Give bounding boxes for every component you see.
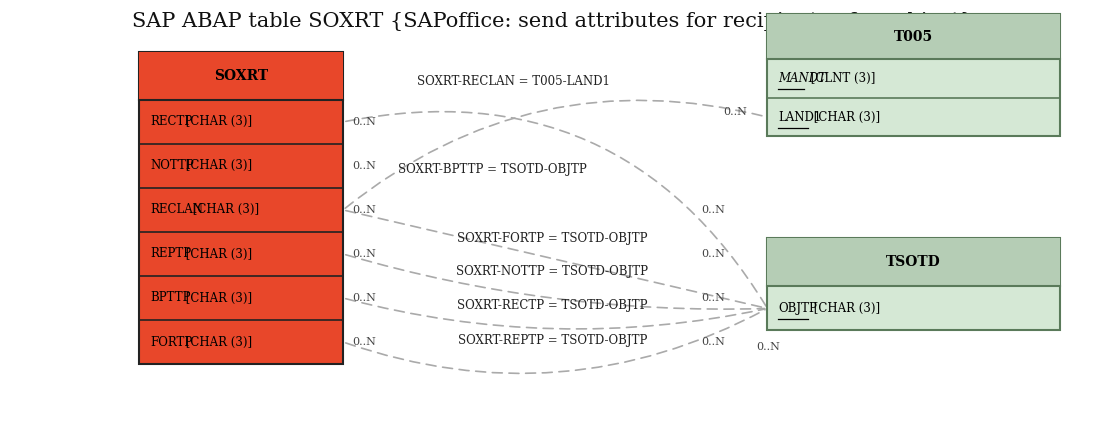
Bar bbox=[768, 14, 1060, 59]
Text: SOXRT-RECTP = TSOTD-OBJTP: SOXRT-RECTP = TSOTD-OBJTP bbox=[457, 299, 648, 312]
Bar bbox=[768, 14, 1060, 136]
Text: [CHAR (3)]: [CHAR (3)] bbox=[810, 111, 881, 124]
Text: 0..N: 0..N bbox=[351, 249, 376, 259]
Text: [CHAR (3)]: [CHAR (3)] bbox=[182, 115, 252, 128]
Text: [CHAR (3)]: [CHAR (3)] bbox=[182, 292, 252, 305]
Text: SOXRT-FORTP = TSOTD-OBJTP: SOXRT-FORTP = TSOTD-OBJTP bbox=[457, 232, 648, 245]
Bar bbox=[768, 238, 1060, 287]
Text: NOTTP: NOTTP bbox=[150, 160, 194, 173]
Text: SOXRT-BPTTP = TSOTD-OBJTP: SOXRT-BPTTP = TSOTD-OBJTP bbox=[398, 162, 587, 176]
Text: 0..N: 0..N bbox=[351, 293, 376, 303]
Text: 0..N: 0..N bbox=[702, 249, 725, 259]
Text: SOXRT-RECLAN = T005-LAND1: SOXRT-RECLAN = T005-LAND1 bbox=[418, 75, 610, 87]
Text: SOXRT-REPTP = TSOTD-OBJTP: SOXRT-REPTP = TSOTD-OBJTP bbox=[457, 335, 648, 347]
Text: RECLAN: RECLAN bbox=[150, 203, 203, 216]
Text: 0..N: 0..N bbox=[351, 117, 376, 127]
Text: [CHAR (3)]: [CHAR (3)] bbox=[810, 302, 881, 315]
Text: [CHAR (3)]: [CHAR (3)] bbox=[182, 160, 252, 173]
Text: REPTP: REPTP bbox=[150, 247, 191, 260]
Text: 0..N: 0..N bbox=[702, 293, 725, 303]
Text: [CLNT (3)]: [CLNT (3)] bbox=[807, 72, 875, 85]
Text: SOXRT: SOXRT bbox=[214, 69, 269, 83]
Text: 0..N: 0..N bbox=[351, 161, 376, 171]
Text: MANDT: MANDT bbox=[778, 72, 827, 85]
Text: [CHAR (3)]: [CHAR (3)] bbox=[182, 247, 252, 260]
Text: 0..N: 0..N bbox=[724, 108, 747, 117]
Text: T005: T005 bbox=[894, 30, 933, 43]
Text: RECTP: RECTP bbox=[150, 115, 192, 128]
Text: LAND1: LAND1 bbox=[778, 111, 822, 124]
Text: 0..N: 0..N bbox=[702, 337, 725, 347]
Text: SOXRT-NOTTP = TSOTD-OBJTP: SOXRT-NOTTP = TSOTD-OBJTP bbox=[456, 265, 649, 278]
Bar bbox=[768, 238, 1060, 330]
Text: 0..N: 0..N bbox=[351, 205, 376, 215]
Bar bbox=[139, 52, 343, 100]
Text: FORTP: FORTP bbox=[150, 335, 192, 349]
Text: [CHAR (3)]: [CHAR (3)] bbox=[182, 335, 252, 349]
Text: SAP ABAP table SOXRT {SAPoffice: send attributes for recipients of an object}: SAP ABAP table SOXRT {SAPoffice: send at… bbox=[131, 12, 974, 31]
Text: 0..N: 0..N bbox=[757, 342, 780, 352]
Text: [CHAR (3)]: [CHAR (3)] bbox=[189, 203, 259, 216]
Text: TSOTD: TSOTD bbox=[886, 255, 940, 269]
Text: OBJTP: OBJTP bbox=[778, 302, 818, 315]
Text: 0..N: 0..N bbox=[702, 205, 725, 215]
Text: BPTTP: BPTTP bbox=[150, 292, 191, 305]
Text: 0..N: 0..N bbox=[351, 337, 376, 347]
Bar bbox=[139, 52, 343, 364]
